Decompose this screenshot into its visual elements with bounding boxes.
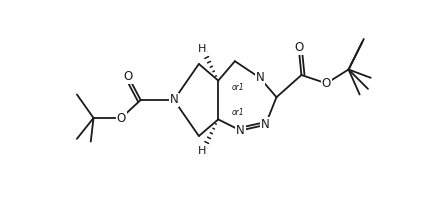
Text: O: O (322, 77, 331, 90)
Text: N: N (256, 71, 264, 84)
Text: N: N (261, 118, 270, 131)
Text: O: O (294, 41, 303, 54)
Text: O: O (124, 70, 133, 83)
Text: O: O (117, 111, 126, 125)
Text: or1: or1 (232, 108, 245, 117)
Text: N: N (170, 93, 178, 107)
Text: or1: or1 (232, 83, 245, 92)
Text: N: N (236, 124, 245, 137)
Text: H: H (197, 146, 206, 156)
Text: H: H (197, 44, 206, 54)
